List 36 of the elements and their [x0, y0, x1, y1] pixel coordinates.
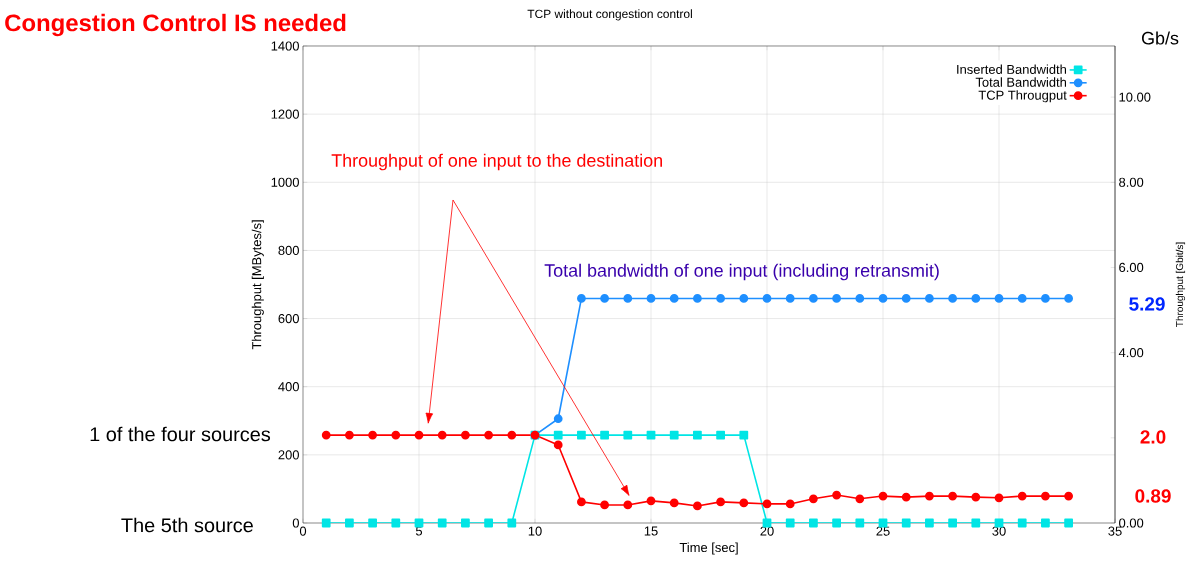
annotation: Throughput of one input to the destination: [331, 153, 662, 171]
y-tick-label: 800: [278, 245, 299, 256]
y-tick-label: 400: [278, 382, 299, 392]
x-tick-label: 30: [992, 526, 1006, 536]
x-tick-label: 25: [876, 526, 890, 536]
y-tick-label: 1400: [271, 41, 299, 51]
chart-title: TCP without congestion control: [527, 9, 692, 21]
text: Gb/s: [1141, 31, 1179, 45]
y-tick-label: 200: [278, 450, 299, 460]
y2-axis-title: Throughput [Gbit/s]: [1175, 242, 1186, 327]
y-tick-label: 1200: [271, 109, 299, 119]
x-tick-label: 0: [299, 526, 307, 536]
y-tick-label: 600: [278, 313, 299, 324]
x-tick-label: 20: [760, 526, 774, 536]
text: The 5th source: [121, 517, 253, 533]
x-tick-label: 35: [1108, 526, 1122, 536]
y2-tick-label: 4.00: [1118, 348, 1144, 358]
y-axis-title: Throughput [MBytes/s]: [251, 220, 264, 350]
x-tick-label: 15: [644, 526, 658, 536]
text: 2.0: [1140, 430, 1166, 444]
annotation: Total bandwidth of one input (including retransmit): [544, 263, 939, 281]
y2-tick-label: 0.00: [1119, 518, 1144, 528]
legend-label: Inserted Bandwidth: [957, 64, 1066, 74]
x-axis-title: Time [sec]: [679, 542, 738, 555]
x-tick-label: 10: [528, 526, 542, 536]
y2-tick-label: 8.00: [1119, 177, 1144, 187]
y2-tick-label: 10.00: [1119, 92, 1151, 102]
legend-label: TCP Througput: [978, 90, 1067, 103]
text: Congestion Control IS needed: [5, 13, 346, 37]
y-tick-label: 0: [292, 518, 299, 528]
y2-tick-label: 6.00: [1119, 262, 1144, 273]
text: 5.29: [1129, 297, 1165, 311]
text: 0.89: [1135, 489, 1171, 503]
y-tick-label: 1000: [271, 177, 299, 187]
text: 1 of the four sources: [90, 426, 271, 442]
legend-label: Total Bandwidth: [975, 77, 1066, 87]
